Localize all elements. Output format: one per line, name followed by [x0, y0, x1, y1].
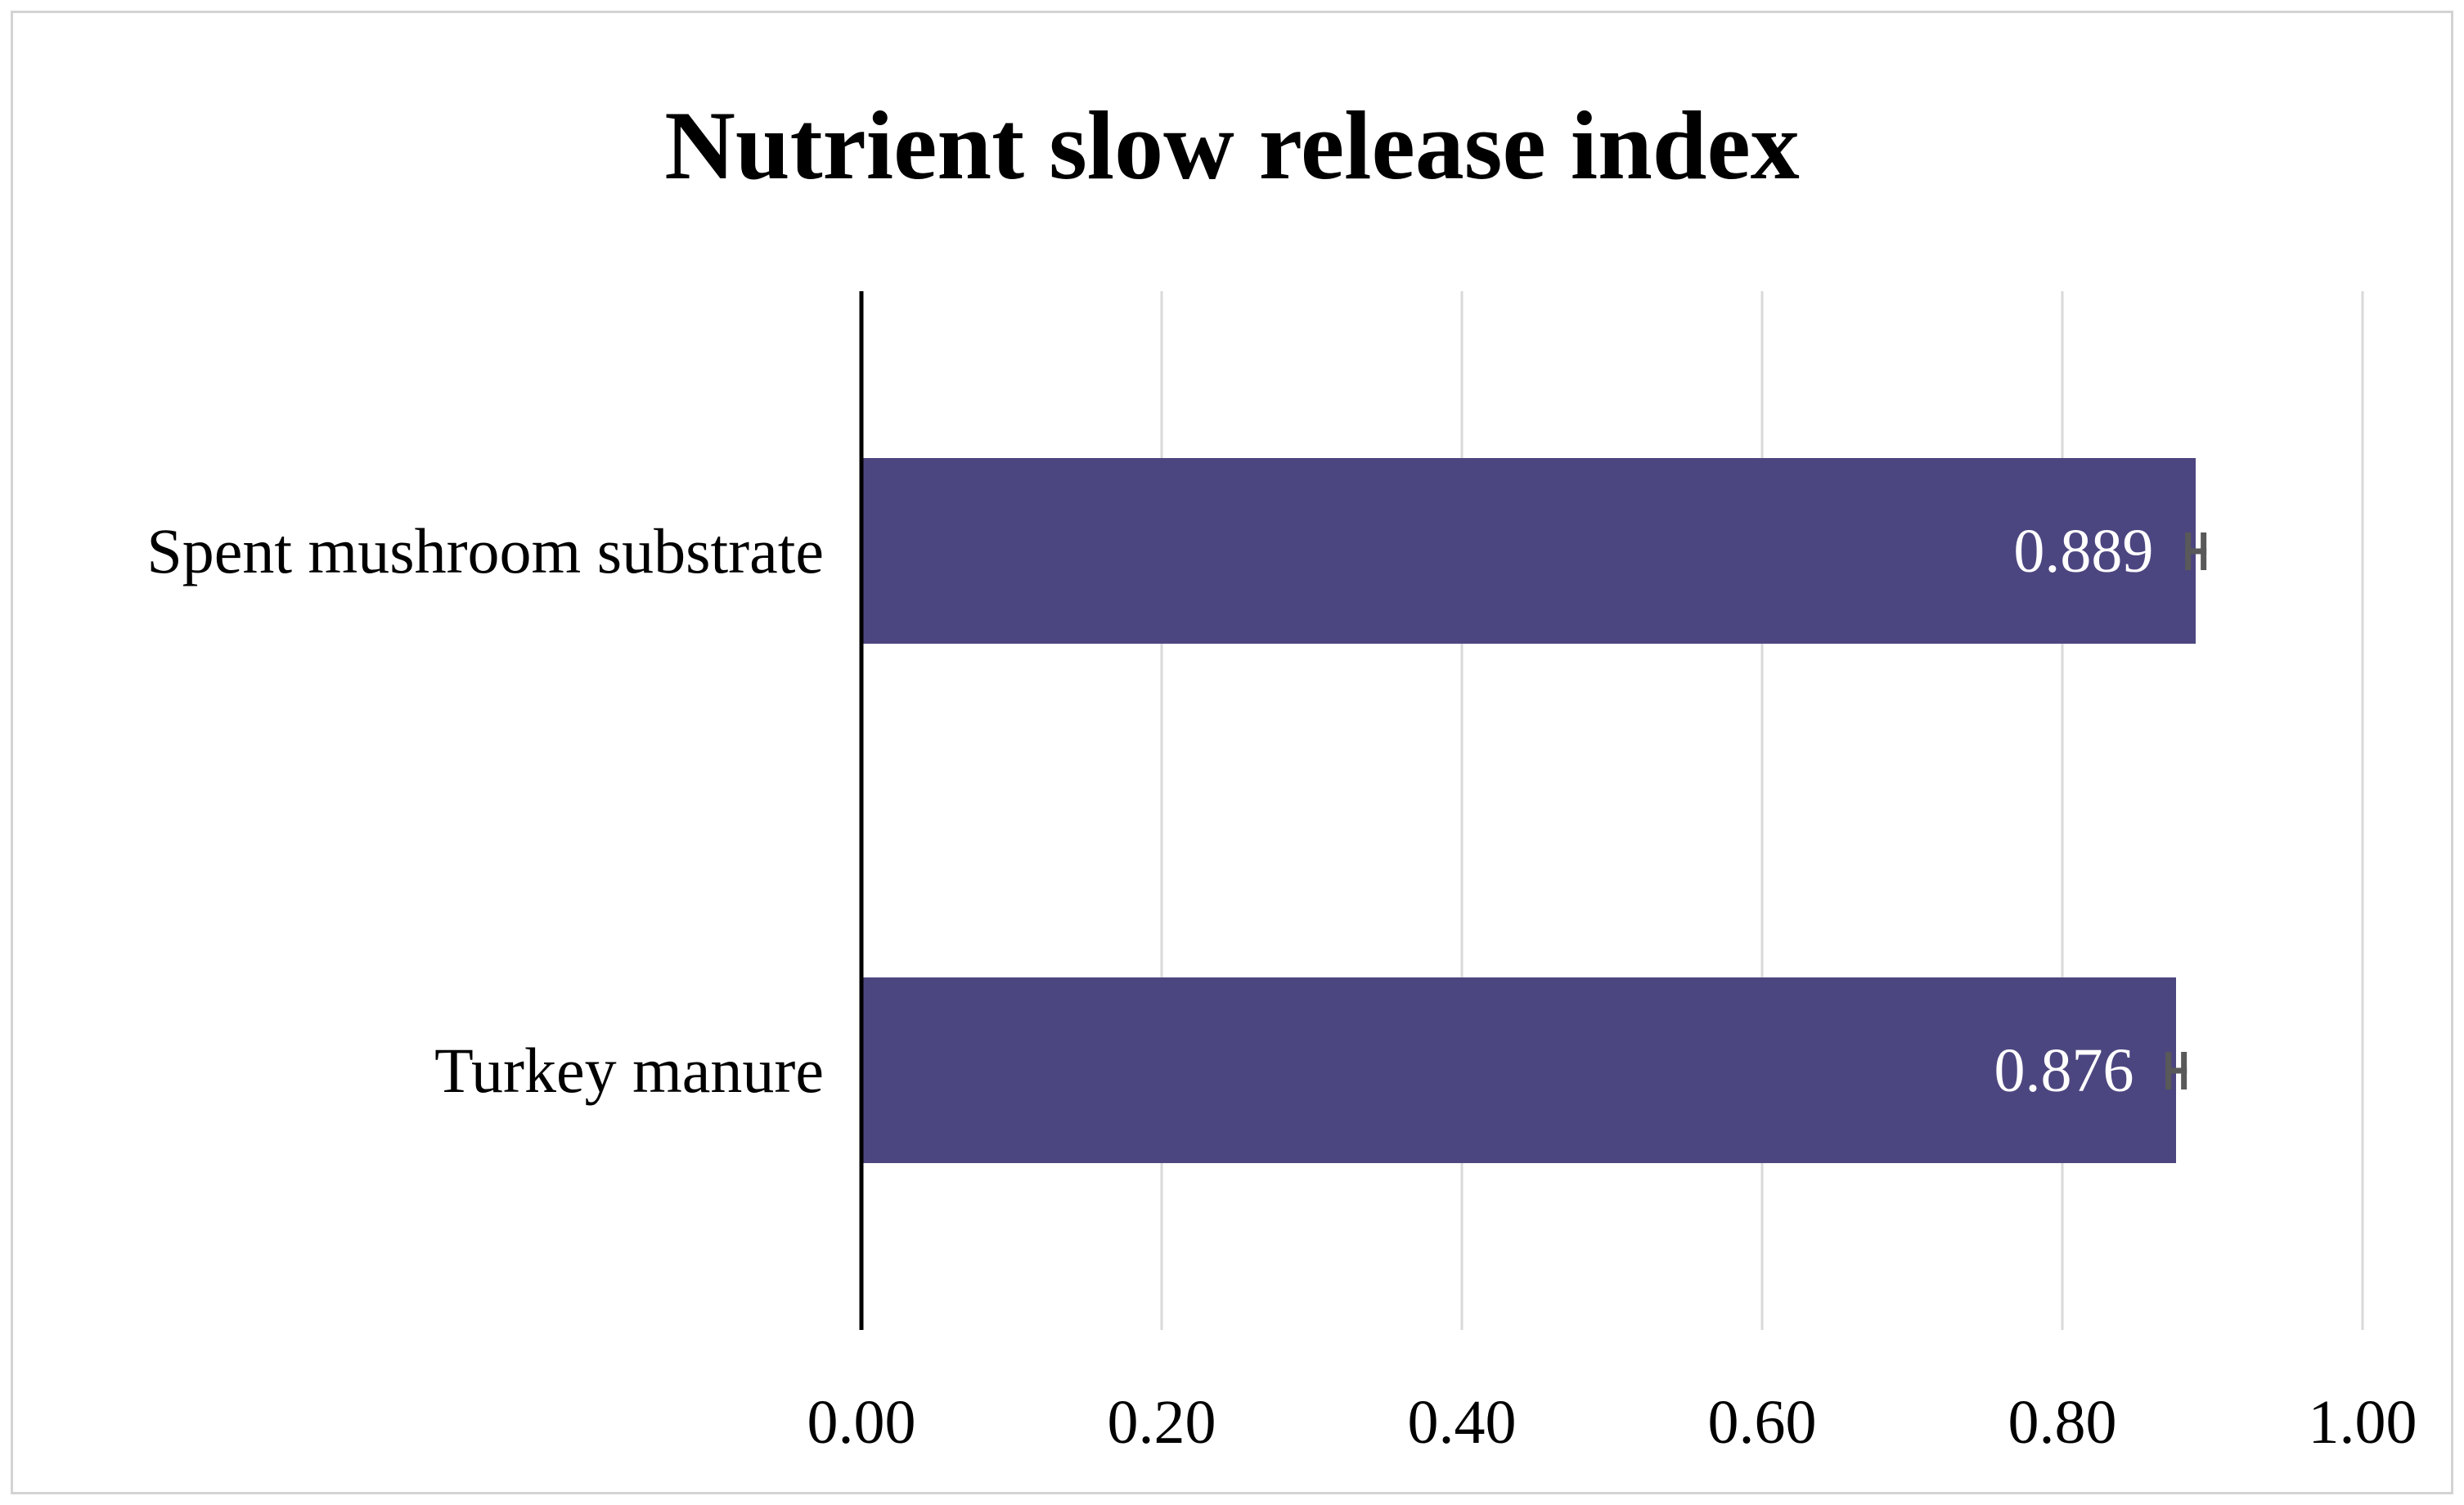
category-label: Spent mushroom substrate — [146, 514, 824, 586]
x-tick-label: 1.00 — [2308, 1388, 2417, 1457]
x-tick-label: 0.20 — [1107, 1388, 1216, 1457]
figure-border: Nutrient slow release index 0.00 0.20 0.40… — [11, 11, 2453, 1494]
value-axis-line — [859, 291, 864, 1330]
error-bar-cap-right — [2181, 1051, 2187, 1089]
error-bar — [2165, 1051, 2187, 1089]
gridline — [1760, 291, 1764, 1330]
bar: 0.889 — [861, 458, 2196, 644]
plot-area: 0.00 0.20 0.40 0.60 0.80 1.00 0.889 Spent mushr… — [146, 291, 2417, 1453]
chart-title: Nutrient slow release index — [664, 91, 1800, 200]
error-bar — [2185, 532, 2207, 570]
bar-value-label: 0.889 — [2013, 516, 2154, 586]
x-tick-label: 0.60 — [1707, 1388, 1817, 1457]
bar-value-label: 0.876 — [1994, 1036, 2134, 1105]
error-bar-line — [2165, 1067, 2187, 1073]
x-tick-label: 0.80 — [2008, 1388, 2117, 1457]
error-bar-cap-right — [2201, 532, 2207, 570]
error-bar-line — [2185, 548, 2207, 554]
gridline — [2061, 291, 2064, 1330]
gridline — [1460, 291, 1464, 1330]
bar: 0.876 — [861, 977, 2177, 1163]
gridline — [2361, 291, 2364, 1330]
gridline — [1160, 291, 1163, 1330]
category-label: Turkey manure — [434, 1034, 824, 1106]
x-tick-label: 0.00 — [807, 1388, 916, 1457]
x-tick-label: 0.40 — [1407, 1388, 1517, 1457]
